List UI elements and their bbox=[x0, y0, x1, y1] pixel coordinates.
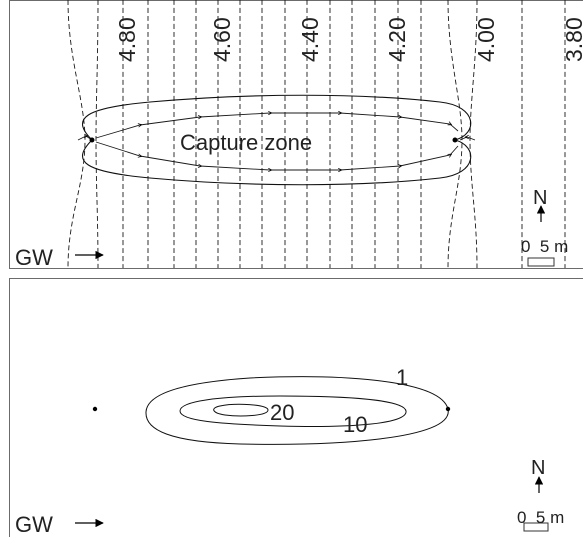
head-label: 4.00 bbox=[473, 17, 499, 62]
head-label: 3.80 bbox=[561, 17, 583, 62]
scale-label: 0 5 m bbox=[517, 508, 564, 527]
injection-well bbox=[89, 137, 95, 143]
concentration-contour-1 bbox=[145, 376, 449, 445]
concentration-contour-10 bbox=[179, 395, 407, 427]
contour-label: 1 bbox=[396, 365, 408, 390]
bottom-panel-frame bbox=[9, 278, 583, 537]
north-label: N bbox=[531, 457, 545, 479]
flow-line bbox=[459, 137, 476, 141]
head-contour bbox=[447, 0, 463, 269]
injection-well bbox=[92, 406, 98, 412]
bottom-panel: 1 10 20 N 0 5 m GW bbox=[9, 278, 583, 537]
head-labels: 4.80 4.60 4.40 4.20 4.00 3.80 bbox=[114, 17, 583, 62]
scale-bar-box bbox=[523, 522, 549, 532]
top-panel-frame bbox=[9, 0, 583, 269]
head-contour bbox=[469, 0, 478, 269]
contour-label: 10 bbox=[343, 412, 367, 437]
scale-bar: 0 5 m bbox=[521, 237, 568, 267]
gw-flow-direction: GW bbox=[15, 512, 104, 537]
head-label: 4.20 bbox=[384, 17, 410, 62]
contour-label: 20 bbox=[270, 400, 294, 425]
head-label: 4.40 bbox=[297, 17, 323, 62]
head-contour bbox=[67, 0, 86, 269]
flow-line bbox=[95, 113, 459, 139]
gw-label: GW bbox=[15, 245, 53, 270]
scale-bar-box bbox=[527, 257, 555, 267]
concentration-contours bbox=[145, 376, 449, 445]
top-panel: 4.80 4.60 4.40 4.20 4.00 3.80 Capture zo… bbox=[9, 0, 583, 270]
scale-label: 0 5 m bbox=[521, 237, 568, 256]
head-contour bbox=[95, 0, 99, 269]
extraction-well bbox=[452, 137, 458, 143]
gw-flow-direction: GW bbox=[15, 245, 104, 270]
gw-label: GW bbox=[15, 512, 53, 537]
extraction-well bbox=[445, 406, 451, 412]
north-arrow: N bbox=[531, 457, 545, 493]
concentration-contour-20 bbox=[213, 403, 269, 417]
head-contours bbox=[67, 0, 566, 269]
north-arrow: N bbox=[533, 187, 547, 222]
flow-line bbox=[95, 141, 459, 170]
scale-bar: 0 5 m bbox=[517, 508, 564, 532]
capture-zone-label: Capture zone bbox=[180, 130, 312, 155]
head-label: 4.60 bbox=[209, 17, 235, 62]
north-label: N bbox=[533, 187, 547, 209]
head-label: 4.80 bbox=[114, 17, 140, 62]
